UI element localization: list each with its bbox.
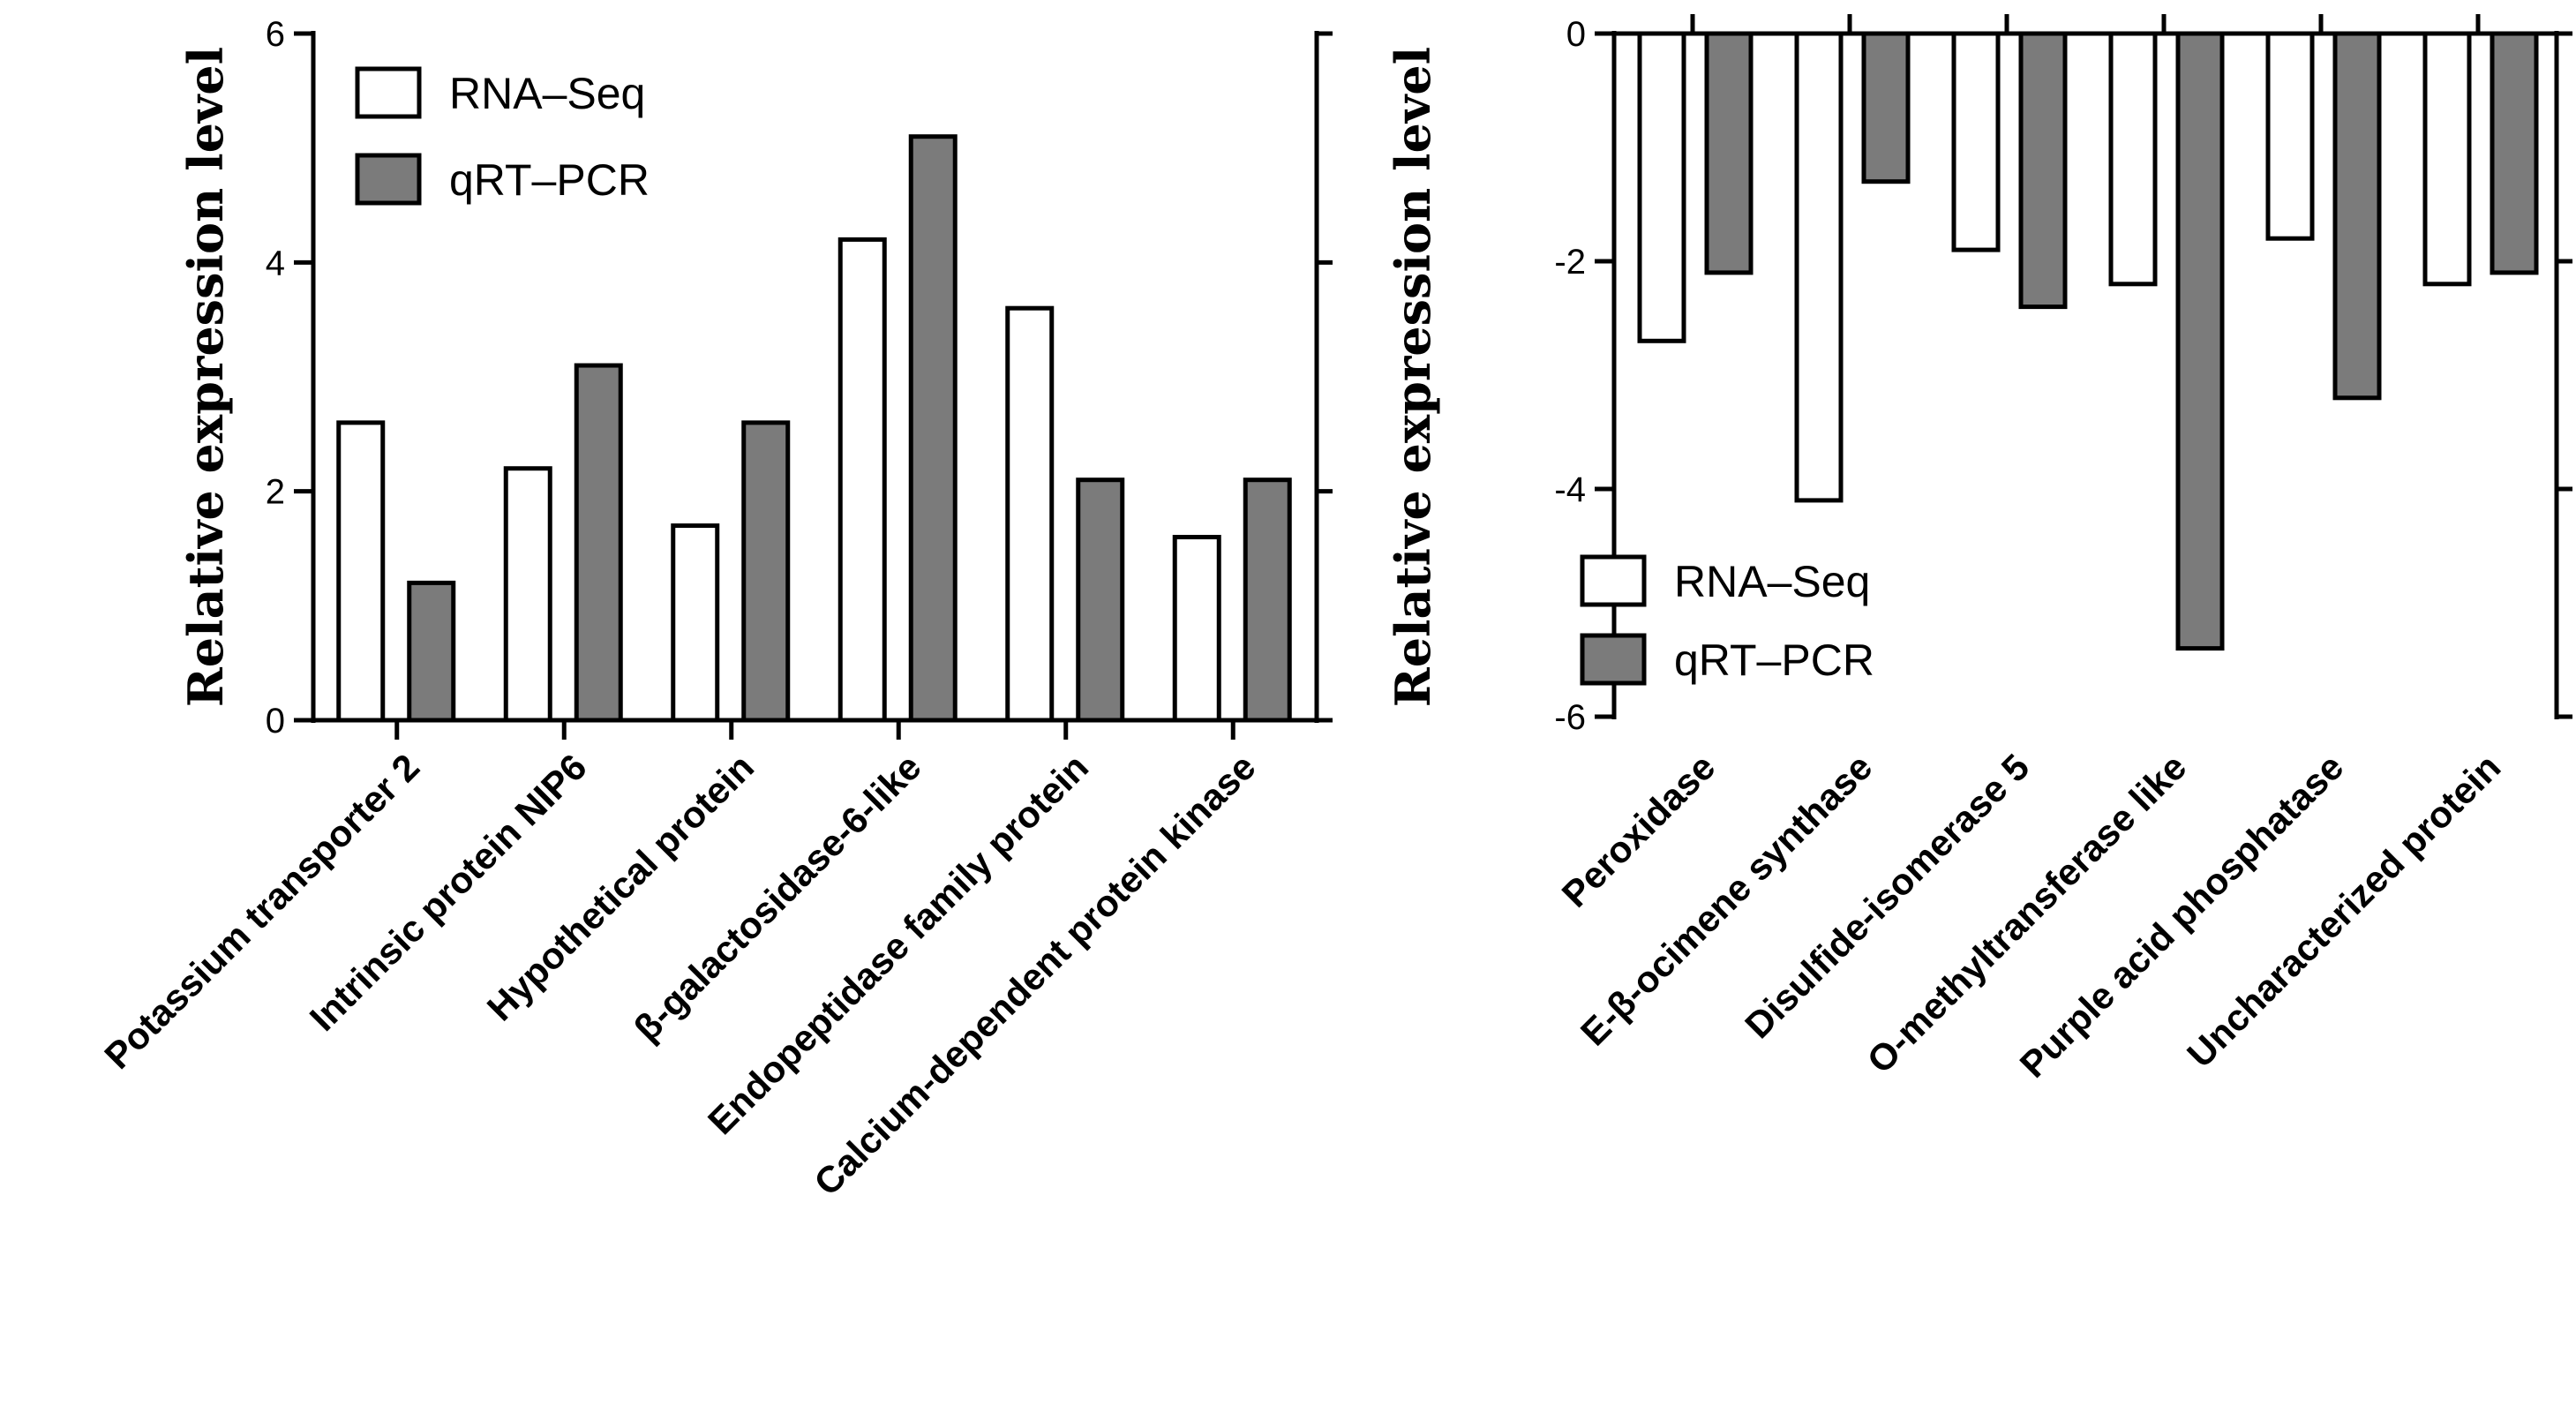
y-tick-label: 2	[266, 473, 285, 512]
y-tick-label: 0	[266, 702, 285, 741]
bar	[2265, 31, 2315, 241]
bar	[837, 237, 887, 723]
x-category-label: E-β-ocimene synthase	[1573, 746, 1880, 1053]
bar	[1951, 31, 2001, 252]
y-tick-label: 4	[266, 244, 285, 282]
bar	[336, 420, 386, 723]
bar	[1794, 31, 1844, 503]
y-tick-label: -4	[1554, 470, 1586, 509]
bar	[1172, 535, 1221, 723]
x-category-label: Purple acid phosphatase	[2012, 746, 2352, 1086]
bar	[1861, 31, 1911, 184]
bar	[2490, 31, 2539, 275]
bar	[2422, 31, 2472, 287]
bar	[2332, 31, 2382, 401]
bar	[1704, 31, 1754, 275]
bar	[741, 420, 791, 723]
x-category-label: O-methyltransferase like	[1859, 746, 2194, 1081]
bar	[2108, 31, 2158, 287]
bar	[908, 134, 958, 723]
x-category-label: Potassium transporter 2	[96, 746, 427, 1077]
y-axis-title: Relative expression level	[177, 47, 234, 707]
bar	[671, 523, 720, 723]
bar	[1637, 31, 1686, 343]
bar	[1005, 305, 1055, 723]
legend-label: qRT–PCR	[1674, 635, 1874, 685]
legend-swatch	[1580, 554, 1647, 607]
x-category-label: Uncharacterized protein	[2179, 746, 2508, 1075]
bar	[574, 363, 623, 723]
legend-label: RNA–Seq	[449, 69, 645, 118]
legend-label: RNA–Seq	[1674, 557, 1870, 606]
x-category-label: β-galactosidase-6-like	[626, 746, 929, 1049]
x-category-label: Intrinsic protein NIP6	[302, 746, 595, 1039]
y-tick-label: 6	[266, 15, 285, 54]
x-category-label: Peroxidase	[1554, 746, 1724, 915]
legend-swatch	[355, 66, 422, 119]
x-category-label: Hypothetical protein	[479, 746, 762, 1028]
bar	[503, 466, 552, 723]
y-tick-label: -6	[1554, 698, 1586, 737]
bar	[2175, 31, 2225, 651]
y-axis-title: Relative expression level	[1385, 47, 1441, 707]
legend-label: qRT–PCR	[449, 155, 650, 205]
legend-swatch	[1580, 633, 1647, 686]
y-tick-label: 0	[1566, 15, 1586, 54]
x-category-label: Disulfide-isomerase 5	[1737, 746, 2037, 1046]
bar	[407, 580, 456, 723]
legend-swatch	[355, 153, 422, 206]
bar	[1243, 477, 1292, 723]
bar	[1076, 477, 1125, 723]
y-tick-label: -2	[1554, 243, 1586, 282]
bar	[2018, 31, 2068, 310]
